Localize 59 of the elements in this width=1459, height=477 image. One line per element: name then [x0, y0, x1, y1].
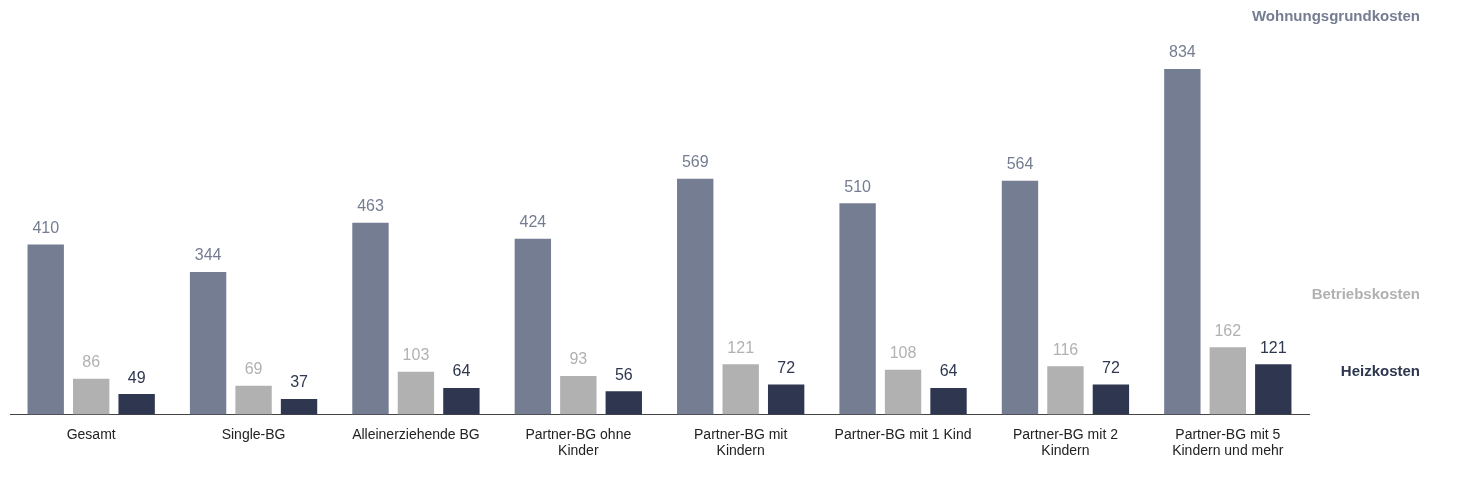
data-label: 510 [844, 177, 872, 195]
bar [1001, 180, 1039, 415]
bar [352, 222, 389, 415]
bar [1209, 347, 1246, 415]
bar [235, 385, 272, 415]
text: Betriebskosten [1311, 285, 1420, 303]
data-label: 116 [1052, 340, 1079, 358]
x-tick-label: Partner-BG mit 2 Kindern [1012, 425, 1119, 459]
data-label: 569 [681, 153, 709, 171]
bar [397, 371, 435, 415]
bar [722, 364, 759, 415]
bar [884, 369, 922, 415]
bar [443, 387, 480, 415]
bar [280, 399, 318, 415]
data-label: 108 [889, 344, 917, 362]
data-label: 69 [244, 360, 263, 378]
x-tick-label: Single-BG [221, 425, 286, 442]
data-label: 56 [614, 365, 633, 383]
bar [118, 394, 155, 415]
bar [767, 384, 805, 415]
bar [1164, 69, 1201, 415]
bar [1047, 366, 1084, 415]
data-label: 86 [82, 353, 101, 371]
x-tick-label: Partner-BG mit 1 Kind [834, 425, 972, 442]
data-label: 72 [777, 358, 796, 376]
bar [27, 244, 64, 415]
data-label: 424 [519, 213, 547, 231]
bar [1092, 384, 1130, 415]
data-label: 344 [194, 246, 222, 264]
bar [1255, 364, 1292, 415]
data-label: 37 [290, 373, 309, 391]
data-label: 64 [939, 362, 958, 380]
data-label: 463 [357, 197, 384, 215]
text: Heizkosten [1340, 362, 1420, 380]
data-label: 162 [1214, 321, 1242, 339]
data-label: 121 [1259, 338, 1287, 356]
bar [677, 178, 714, 415]
data-label: 564 [1006, 155, 1034, 173]
x-tick-label: Gesamt [66, 425, 116, 442]
x-tick-label: Partner-BG mit 5 Kindern und mehr [1172, 425, 1284, 459]
text: Wohnungsgrundkosten [1251, 7, 1420, 25]
bar [930, 387, 967, 415]
data-label: 410 [32, 219, 60, 237]
data-label: 93 [569, 350, 588, 368]
bar [560, 375, 597, 415]
data-label: 72 [1102, 358, 1120, 376]
data-label: 121 [727, 338, 755, 356]
x-tick-label: Partner-BG ohne Kinder [525, 425, 632, 459]
bar [189, 271, 227, 415]
x-tick-label: Alleinerziehende BG [352, 425, 480, 442]
bar [839, 203, 876, 415]
bar [605, 391, 642, 415]
data-label: 834 [1169, 43, 1196, 61]
data-label: 103 [402, 346, 430, 364]
bar [514, 238, 552, 415]
data-label: 49 [127, 368, 146, 386]
bar [73, 378, 110, 415]
data-label: 64 [452, 362, 471, 380]
x-tick-label: Partner-BG mit Kindern [694, 425, 788, 459]
